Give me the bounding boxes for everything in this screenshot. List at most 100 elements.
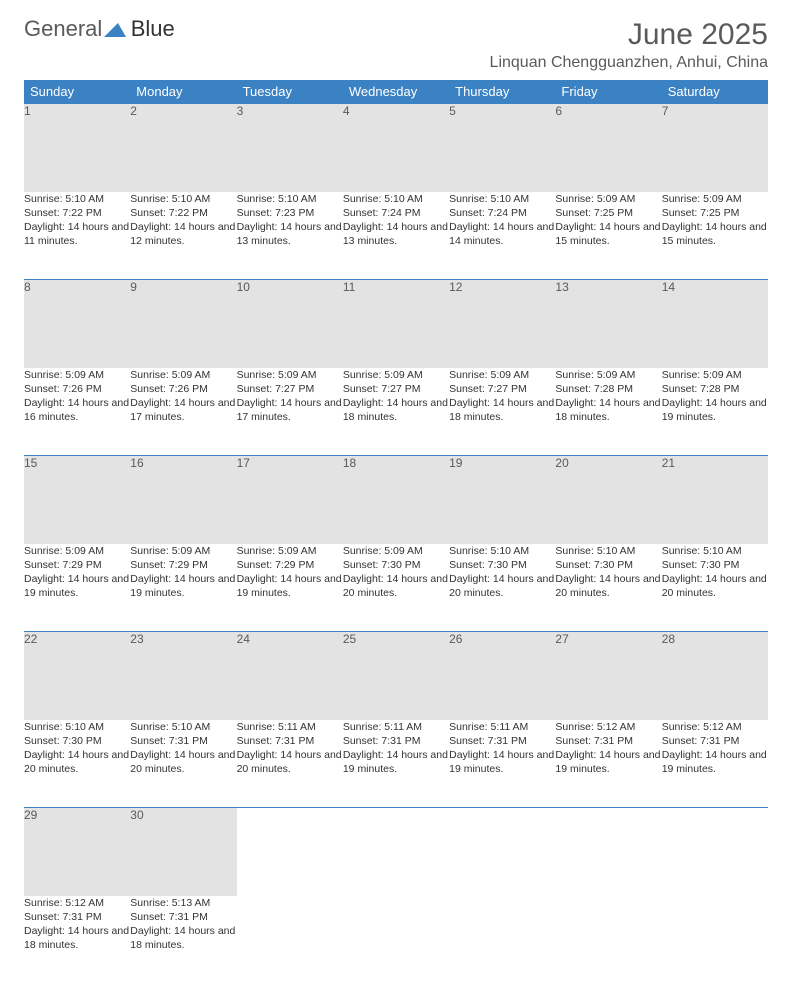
sunrise-line: Sunrise: 5:09 AM <box>449 368 555 382</box>
day-detail-cell: Sunrise: 5:10 AMSunset: 7:23 PMDaylight:… <box>237 192 343 280</box>
weekday-header: Monday <box>130 80 236 104</box>
day-number-cell: 22 <box>24 632 130 720</box>
daylight-line: Daylight: 14 hours and 20 minutes. <box>555 572 661 600</box>
sunrise-line: Sunrise: 5:10 AM <box>130 720 236 734</box>
day-number-cell <box>343 808 449 896</box>
day-detail-cell: Sunrise: 5:11 AMSunset: 7:31 PMDaylight:… <box>237 720 343 808</box>
day-detail-cell: Sunrise: 5:09 AMSunset: 7:26 PMDaylight:… <box>24 368 130 456</box>
weekday-header-row: Sunday Monday Tuesday Wednesday Thursday… <box>24 80 768 104</box>
sunset-line: Sunset: 7:30 PM <box>343 558 449 572</box>
logo-text-general: General <box>24 16 102 41</box>
day-detail-cell: Sunrise: 5:10 AMSunset: 7:30 PMDaylight:… <box>24 720 130 808</box>
day-number-cell: 21 <box>662 456 768 544</box>
day-number-cell: 28 <box>662 632 768 720</box>
calendar-table: Sunday Monday Tuesday Wednesday Thursday… <box>24 80 768 984</box>
sunset-line: Sunset: 7:30 PM <box>662 558 768 572</box>
daynum-row: 1234567 <box>24 104 768 192</box>
day-number-cell: 1 <box>24 104 130 192</box>
sunset-line: Sunset: 7:26 PM <box>130 382 236 396</box>
sunrise-line: Sunrise: 5:09 AM <box>662 192 768 206</box>
day-number-cell <box>555 808 661 896</box>
weekday-header: Wednesday <box>343 80 449 104</box>
day-detail-cell: Sunrise: 5:09 AMSunset: 7:28 PMDaylight:… <box>662 368 768 456</box>
daylight-line: Daylight: 14 hours and 20 minutes. <box>237 748 343 776</box>
daylight-line: Daylight: 14 hours and 19 minutes. <box>662 396 768 424</box>
sunrise-line: Sunrise: 5:09 AM <box>555 192 661 206</box>
daylight-line: Daylight: 14 hours and 18 minutes. <box>343 396 449 424</box>
day-number-cell: 17 <box>237 456 343 544</box>
daylight-line: Daylight: 14 hours and 20 minutes. <box>130 748 236 776</box>
sunset-line: Sunset: 7:29 PM <box>24 558 130 572</box>
sunrise-line: Sunrise: 5:10 AM <box>237 192 343 206</box>
daylight-line: Daylight: 14 hours and 19 minutes. <box>449 748 555 776</box>
day-detail-cell <box>237 896 343 984</box>
details-row: Sunrise: 5:12 AMSunset: 7:31 PMDaylight:… <box>24 896 768 984</box>
day-detail-cell: Sunrise: 5:09 AMSunset: 7:27 PMDaylight:… <box>449 368 555 456</box>
day-number-cell: 3 <box>237 104 343 192</box>
day-number-cell: 13 <box>555 280 661 368</box>
daylight-line: Daylight: 14 hours and 12 minutes. <box>130 220 236 248</box>
sunset-line: Sunset: 7:23 PM <box>237 206 343 220</box>
sunrise-line: Sunrise: 5:11 AM <box>343 720 449 734</box>
day-number-cell: 9 <box>130 280 236 368</box>
sunrise-line: Sunrise: 5:12 AM <box>24 896 130 910</box>
day-number-cell: 23 <box>130 632 236 720</box>
day-number-cell: 19 <box>449 456 555 544</box>
sunset-line: Sunset: 7:31 PM <box>130 910 236 924</box>
sunrise-line: Sunrise: 5:10 AM <box>24 720 130 734</box>
day-detail-cell <box>343 896 449 984</box>
daynum-row: 2930 <box>24 808 768 896</box>
details-row: Sunrise: 5:09 AMSunset: 7:29 PMDaylight:… <box>24 544 768 632</box>
logo-text-blue: Blue <box>131 16 175 41</box>
day-number-cell <box>449 808 555 896</box>
sunset-line: Sunset: 7:29 PM <box>237 558 343 572</box>
sunrise-line: Sunrise: 5:09 AM <box>343 544 449 558</box>
daylight-line: Daylight: 14 hours and 18 minutes. <box>24 924 130 952</box>
day-detail-cell: Sunrise: 5:12 AMSunset: 7:31 PMDaylight:… <box>24 896 130 984</box>
day-detail-cell: Sunrise: 5:09 AMSunset: 7:28 PMDaylight:… <box>555 368 661 456</box>
day-detail-cell <box>449 896 555 984</box>
day-detail-cell: Sunrise: 5:12 AMSunset: 7:31 PMDaylight:… <box>662 720 768 808</box>
daylight-line: Daylight: 14 hours and 19 minutes. <box>662 748 768 776</box>
sunrise-line: Sunrise: 5:09 AM <box>237 544 343 558</box>
sunrise-line: Sunrise: 5:09 AM <box>24 544 130 558</box>
day-number-cell: 11 <box>343 280 449 368</box>
sunset-line: Sunset: 7:27 PM <box>449 382 555 396</box>
sunrise-line: Sunrise: 5:11 AM <box>449 720 555 734</box>
daylight-line: Daylight: 14 hours and 17 minutes. <box>130 396 236 424</box>
day-number-cell: 29 <box>24 808 130 896</box>
weekday-header: Tuesday <box>237 80 343 104</box>
sunset-line: Sunset: 7:25 PM <box>555 206 661 220</box>
day-number-cell: 7 <box>662 104 768 192</box>
daylight-line: Daylight: 14 hours and 11 minutes. <box>24 220 130 248</box>
sunrise-line: Sunrise: 5:09 AM <box>130 544 236 558</box>
daylight-line: Daylight: 14 hours and 20 minutes. <box>343 572 449 600</box>
day-detail-cell <box>555 896 661 984</box>
day-detail-cell: Sunrise: 5:11 AMSunset: 7:31 PMDaylight:… <box>343 720 449 808</box>
sunset-line: Sunset: 7:30 PM <box>555 558 661 572</box>
day-detail-cell: Sunrise: 5:13 AMSunset: 7:31 PMDaylight:… <box>130 896 236 984</box>
daynum-row: 891011121314 <box>24 280 768 368</box>
daynum-row: 15161718192021 <box>24 456 768 544</box>
daylight-line: Daylight: 14 hours and 16 minutes. <box>24 396 130 424</box>
day-number-cell <box>237 808 343 896</box>
weekday-header: Saturday <box>662 80 768 104</box>
daylight-line: Daylight: 14 hours and 18 minutes. <box>130 924 236 952</box>
daylight-line: Daylight: 14 hours and 20 minutes. <box>449 572 555 600</box>
logo: General Blue <box>24 18 175 41</box>
day-detail-cell: Sunrise: 5:09 AMSunset: 7:30 PMDaylight:… <box>343 544 449 632</box>
day-number-cell: 15 <box>24 456 130 544</box>
day-detail-cell: Sunrise: 5:10 AMSunset: 7:24 PMDaylight:… <box>449 192 555 280</box>
sunrise-line: Sunrise: 5:09 AM <box>237 368 343 382</box>
day-detail-cell: Sunrise: 5:09 AMSunset: 7:25 PMDaylight:… <box>662 192 768 280</box>
sunset-line: Sunset: 7:31 PM <box>24 910 130 924</box>
day-detail-cell: Sunrise: 5:11 AMSunset: 7:31 PMDaylight:… <box>449 720 555 808</box>
sunset-line: Sunset: 7:29 PM <box>130 558 236 572</box>
month-title: June 2025 <box>490 18 768 52</box>
sunset-line: Sunset: 7:31 PM <box>555 734 661 748</box>
day-number-cell: 27 <box>555 632 661 720</box>
sunset-line: Sunset: 7:27 PM <box>343 382 449 396</box>
day-number-cell: 26 <box>449 632 555 720</box>
sunset-line: Sunset: 7:28 PM <box>555 382 661 396</box>
day-detail-cell: Sunrise: 5:10 AMSunset: 7:30 PMDaylight:… <box>662 544 768 632</box>
